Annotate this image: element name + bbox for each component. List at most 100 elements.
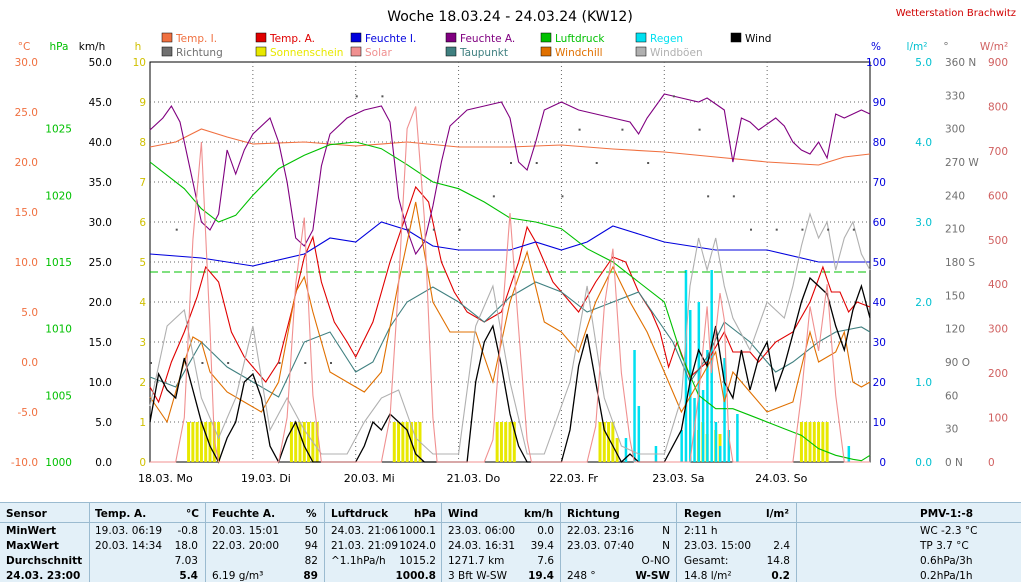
solar-tick-label: 300 bbox=[988, 324, 1008, 336]
series-line-feuchte-a- bbox=[149, 93, 871, 256]
rain-bar bbox=[736, 414, 739, 462]
solar-axis-unit: W/m² bbox=[980, 41, 1008, 53]
sunshine-bar bbox=[208, 422, 212, 462]
direction-dot bbox=[510, 162, 512, 164]
direction-dot bbox=[732, 195, 735, 198]
sunshine-bar bbox=[607, 422, 611, 462]
sunshine-bar bbox=[812, 422, 816, 462]
wind-tick-label: 20.0 bbox=[89, 297, 112, 309]
legend-swatch bbox=[730, 32, 742, 43]
legend-label: Richtung bbox=[176, 47, 223, 59]
direction-dot bbox=[150, 362, 152, 364]
sun-tick-label: 0 bbox=[139, 457, 146, 469]
sunshine-bar bbox=[615, 438, 619, 462]
humidity-tick-label: 40 bbox=[873, 297, 886, 309]
sunshine-bar bbox=[602, 422, 606, 462]
humidity-tick-label: 10 bbox=[873, 417, 886, 429]
rain-bar bbox=[624, 438, 628, 462]
stats-cell-w1: 1271.7 km bbox=[448, 555, 505, 567]
sunshine-bar bbox=[204, 422, 208, 462]
direction-dot bbox=[595, 162, 598, 164]
solar-tick-label: 0 bbox=[988, 457, 995, 469]
chart-title: Woche 18.03.24 - 24.03.24 (KW12) bbox=[387, 9, 633, 25]
direction-dot bbox=[775, 228, 778, 231]
stats-cell-f1: 6.19 g/m³ bbox=[212, 570, 264, 582]
header-wind-unit: km/h bbox=[524, 508, 554, 520]
direction-dot bbox=[330, 362, 332, 364]
sun-tick-label: 7 bbox=[139, 177, 146, 189]
humidity-tick-label: 100 bbox=[866, 57, 886, 69]
sunshine-bar bbox=[217, 422, 221, 462]
temp-tick-label: 30.0 bbox=[15, 57, 38, 69]
header-direction: Richtung bbox=[567, 508, 620, 520]
stats-cell-p2: 1000.8 bbox=[395, 570, 436, 582]
stats-cell-w2: 39.4 bbox=[530, 540, 554, 552]
sunshine-bar bbox=[512, 422, 516, 462]
humidity-tick-label: 80 bbox=[873, 137, 886, 149]
wind-tick-label: 35.0 bbox=[89, 177, 112, 189]
pressure-tick-label: 1020 bbox=[45, 190, 72, 202]
direction-tick-label: 180 S bbox=[945, 257, 975, 269]
series-line-windchill bbox=[149, 201, 871, 424]
stats-cell-p2: 1015.2 bbox=[399, 555, 436, 567]
rain-axis-unit: l/m² bbox=[907, 41, 928, 53]
temp-tick-label: -10.0 bbox=[11, 457, 38, 469]
stats-cell-w2: 7.6 bbox=[537, 555, 554, 567]
stats-cell-e1: WC -2.3 °C bbox=[920, 525, 978, 537]
stats-cell-g2: 0.2 bbox=[771, 570, 790, 582]
direction-tick-label: 120 bbox=[945, 324, 965, 336]
solar-tick-label: 900 bbox=[988, 57, 1008, 69]
rain-bar bbox=[680, 430, 683, 462]
wind-tick-label: 40.0 bbox=[89, 137, 112, 149]
stats-cell-e1: 0.2hPa/1h bbox=[920, 570, 973, 582]
rain-bar bbox=[723, 358, 726, 462]
direction-dot bbox=[432, 228, 435, 231]
sunshine-bar bbox=[315, 422, 319, 462]
wind-tick-label: 15.0 bbox=[89, 337, 112, 349]
direction-dot bbox=[561, 195, 564, 198]
solar-tick-label: 800 bbox=[988, 101, 1008, 113]
legend-swatch bbox=[255, 32, 267, 43]
direction-dot bbox=[707, 195, 710, 198]
humidity-tick-label: 90 bbox=[873, 97, 886, 109]
sunshine-bar bbox=[817, 422, 821, 462]
x-tick-label: 18.03. Mo bbox=[138, 472, 193, 485]
sun-tick-label: 10 bbox=[133, 57, 146, 69]
rain-tick-label: 4.0 bbox=[915, 137, 932, 149]
direction-dot bbox=[458, 228, 461, 231]
legend-label: Luftdruck bbox=[555, 33, 605, 45]
stats-cell-f2: 50 bbox=[304, 525, 318, 537]
sunshine-bar bbox=[504, 422, 508, 462]
sunshine-bar bbox=[307, 422, 311, 462]
sunshine-bar bbox=[401, 422, 405, 462]
sunshine-bar bbox=[298, 422, 302, 462]
legend: Temp. I. Temp. A. Feuchte I. Feuchte A. Luft… bbox=[161, 32, 771, 59]
sunshine-bar bbox=[199, 422, 203, 462]
stats-cell-f2: 89 bbox=[303, 570, 318, 582]
stats-cell-w1: 3 Bft W-SW bbox=[448, 570, 507, 582]
direction-dot bbox=[227, 362, 230, 364]
stats-cell-label: MaxWert bbox=[6, 540, 59, 552]
wind-tick-label: 50.0 bbox=[89, 57, 112, 69]
stats-cell-w1: 24.03. 16:31 bbox=[448, 540, 515, 552]
rain-bar bbox=[633, 350, 636, 462]
solar-tick-label: 700 bbox=[988, 146, 1008, 158]
direction-dot bbox=[201, 362, 204, 364]
humidity-tick-label: 0 bbox=[879, 457, 886, 469]
sun-tick-label: 9 bbox=[139, 97, 146, 109]
legend-swatch bbox=[635, 32, 647, 43]
rain-bar bbox=[701, 390, 705, 462]
solar-tick-label: 100 bbox=[988, 413, 1008, 425]
temp-tick-label: 25.0 bbox=[15, 107, 38, 119]
stats-cell-p1: ^1.1hPa/h bbox=[331, 555, 386, 567]
stats-cell-r2: N bbox=[662, 540, 670, 552]
pressure-tick-label: 1005 bbox=[45, 390, 72, 402]
legend-swatch bbox=[540, 46, 552, 57]
direction-dot bbox=[801, 228, 804, 231]
stats-cell-label: 24.03. 23:00 bbox=[6, 570, 81, 582]
sun-tick-label: 4 bbox=[139, 297, 146, 309]
pressure-tick-label: 1025 bbox=[45, 124, 72, 136]
solar-tick-label: 600 bbox=[988, 190, 1008, 202]
legend-label: Taupunkt bbox=[459, 47, 508, 59]
stats-cell-w1: 23.03. 06:00 bbox=[448, 525, 515, 537]
